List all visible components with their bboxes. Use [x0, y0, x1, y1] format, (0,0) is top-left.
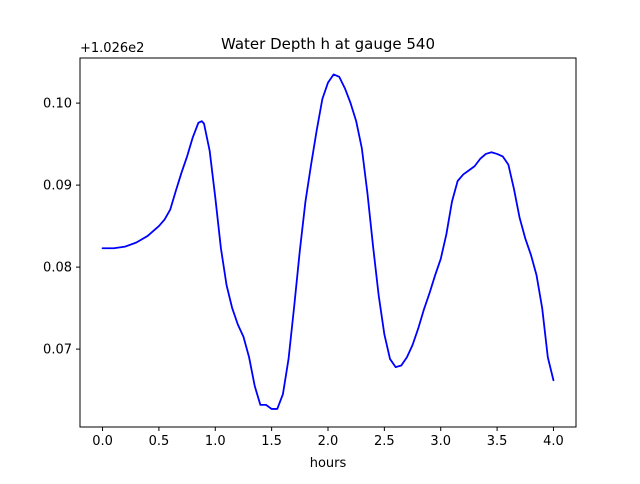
y-tick-label: 0.09 — [43, 179, 72, 194]
y-tick-label: 0.10 — [43, 97, 72, 112]
x-tick-label: 0.0 — [92, 434, 113, 449]
x-tick-label: 3.0 — [430, 434, 451, 449]
x-tick-label: 0.5 — [149, 434, 170, 449]
x-tick-label: 1.0 — [205, 434, 226, 449]
y-tick-label: 0.08 — [43, 261, 72, 276]
x-tick-label: 2.0 — [318, 434, 339, 449]
x-tick-label: 4.0 — [543, 434, 564, 449]
x-tick-label: 3.5 — [487, 434, 508, 449]
x-tick-label: 2.5 — [374, 434, 395, 449]
series-line-0 — [101, 73, 555, 410]
y-axis: 0.07 0.08 0.09 0.10 — [43, 97, 80, 358]
y-axis-offset-label: +1.026e2 — [80, 41, 144, 56]
x-axis: 0.0 0.5 1.0 1.5 2.0 2.5 3.0 3.5 4.0 — [92, 427, 564, 449]
x-axis-label: hours — [310, 456, 347, 471]
x-tick-label: 1.5 — [261, 434, 282, 449]
series-layer — [101, 73, 555, 410]
y-tick-label: 0.07 — [43, 343, 72, 358]
chart-title: Water Depth h at gauge 540 — [221, 35, 435, 53]
